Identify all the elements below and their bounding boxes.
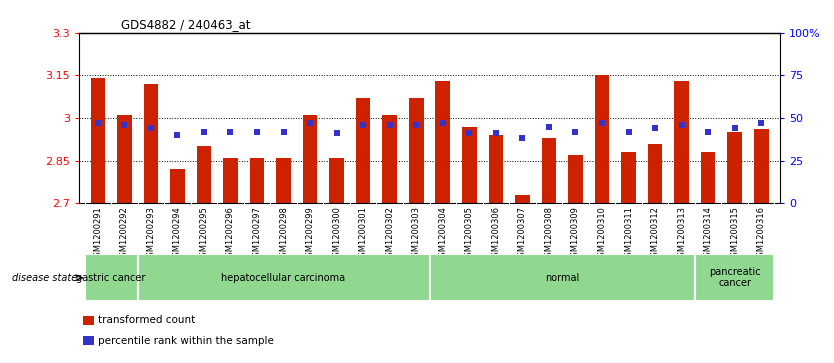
Bar bbox=[83, 336, 93, 345]
Text: GSM1200314: GSM1200314 bbox=[704, 206, 712, 262]
Text: GSM1200301: GSM1200301 bbox=[359, 206, 368, 262]
Text: GSM1200305: GSM1200305 bbox=[465, 206, 474, 262]
Point bbox=[356, 122, 369, 128]
Bar bbox=[541, 138, 556, 203]
Text: GSM1200292: GSM1200292 bbox=[120, 206, 128, 262]
Bar bbox=[84, 254, 138, 301]
Text: GSM1200313: GSM1200313 bbox=[677, 206, 686, 262]
Text: GSM1200300: GSM1200300 bbox=[332, 206, 341, 262]
Bar bbox=[83, 316, 93, 325]
Text: percentile rank within the sample: percentile rank within the sample bbox=[98, 336, 274, 346]
Text: GSM1200295: GSM1200295 bbox=[199, 206, 208, 262]
Point bbox=[755, 120, 768, 126]
Point bbox=[675, 122, 688, 128]
Bar bbox=[303, 115, 318, 203]
Bar bbox=[489, 135, 503, 203]
Bar bbox=[568, 155, 583, 203]
Text: GSM1200311: GSM1200311 bbox=[624, 206, 633, 262]
Bar bbox=[695, 254, 775, 301]
Point bbox=[490, 130, 503, 136]
Text: hepatocellular carcinoma: hepatocellular carcinoma bbox=[222, 273, 345, 283]
Text: pancreatic
cancer: pancreatic cancer bbox=[709, 267, 761, 289]
Text: GSM1200302: GSM1200302 bbox=[385, 206, 394, 262]
Point bbox=[622, 129, 636, 135]
Bar bbox=[435, 81, 450, 203]
Bar bbox=[170, 169, 184, 203]
Bar bbox=[515, 195, 530, 203]
Point bbox=[304, 120, 317, 126]
Point bbox=[91, 120, 104, 126]
Text: GSM1200308: GSM1200308 bbox=[545, 206, 554, 262]
Point bbox=[409, 122, 423, 128]
Text: GSM1200298: GSM1200298 bbox=[279, 206, 288, 262]
Text: GSM1200297: GSM1200297 bbox=[253, 206, 262, 262]
Text: disease state: disease state bbox=[13, 273, 78, 283]
Point bbox=[383, 122, 396, 128]
Bar bbox=[329, 158, 344, 203]
Bar bbox=[727, 132, 742, 203]
Point bbox=[277, 129, 290, 135]
Point bbox=[728, 125, 741, 131]
Bar bbox=[648, 143, 662, 203]
Text: transformed count: transformed count bbox=[98, 315, 195, 325]
Bar bbox=[249, 158, 264, 203]
Text: GSM1200293: GSM1200293 bbox=[147, 206, 155, 262]
Bar bbox=[91, 78, 105, 203]
Point bbox=[171, 132, 184, 138]
Text: normal: normal bbox=[545, 273, 580, 283]
Bar bbox=[701, 152, 716, 203]
Point bbox=[542, 123, 555, 129]
Bar bbox=[197, 146, 211, 203]
Bar bbox=[383, 115, 397, 203]
Text: GSM1200299: GSM1200299 bbox=[305, 206, 314, 262]
Text: GSM1200304: GSM1200304 bbox=[439, 206, 447, 262]
Point bbox=[330, 130, 344, 136]
Text: GSM1200291: GSM1200291 bbox=[93, 206, 103, 262]
Bar bbox=[276, 158, 291, 203]
Text: GSM1200315: GSM1200315 bbox=[731, 206, 739, 262]
Bar bbox=[430, 254, 695, 301]
Text: GSM1200307: GSM1200307 bbox=[518, 206, 527, 262]
Point bbox=[701, 129, 715, 135]
Bar bbox=[462, 126, 476, 203]
Point bbox=[595, 120, 609, 126]
Bar bbox=[675, 81, 689, 203]
Point bbox=[436, 120, 450, 126]
Text: GSM1200306: GSM1200306 bbox=[491, 206, 500, 262]
Bar bbox=[595, 75, 610, 203]
Bar bbox=[409, 98, 424, 203]
Text: GSM1200312: GSM1200312 bbox=[651, 206, 660, 262]
Bar bbox=[143, 84, 158, 203]
Text: GDS4882 / 240463_at: GDS4882 / 240463_at bbox=[121, 18, 250, 31]
Point bbox=[144, 125, 158, 131]
Point bbox=[463, 130, 476, 136]
Bar bbox=[138, 254, 430, 301]
Bar bbox=[621, 152, 636, 203]
Bar bbox=[754, 129, 768, 203]
Bar bbox=[356, 98, 370, 203]
Point bbox=[515, 135, 529, 141]
Text: gastric cancer: gastric cancer bbox=[77, 273, 146, 283]
Point bbox=[648, 125, 661, 131]
Bar bbox=[117, 115, 132, 203]
Text: GSM1200303: GSM1200303 bbox=[412, 206, 420, 262]
Point bbox=[118, 122, 131, 128]
Text: GSM1200296: GSM1200296 bbox=[226, 206, 235, 262]
Point bbox=[250, 129, 264, 135]
Text: GSM1200310: GSM1200310 bbox=[597, 206, 606, 262]
Point bbox=[224, 129, 237, 135]
Text: GSM1200309: GSM1200309 bbox=[571, 206, 580, 262]
Bar bbox=[224, 158, 238, 203]
Point bbox=[198, 129, 211, 135]
Text: GSM1200316: GSM1200316 bbox=[756, 206, 766, 262]
Point bbox=[569, 129, 582, 135]
Text: GSM1200294: GSM1200294 bbox=[173, 206, 182, 262]
